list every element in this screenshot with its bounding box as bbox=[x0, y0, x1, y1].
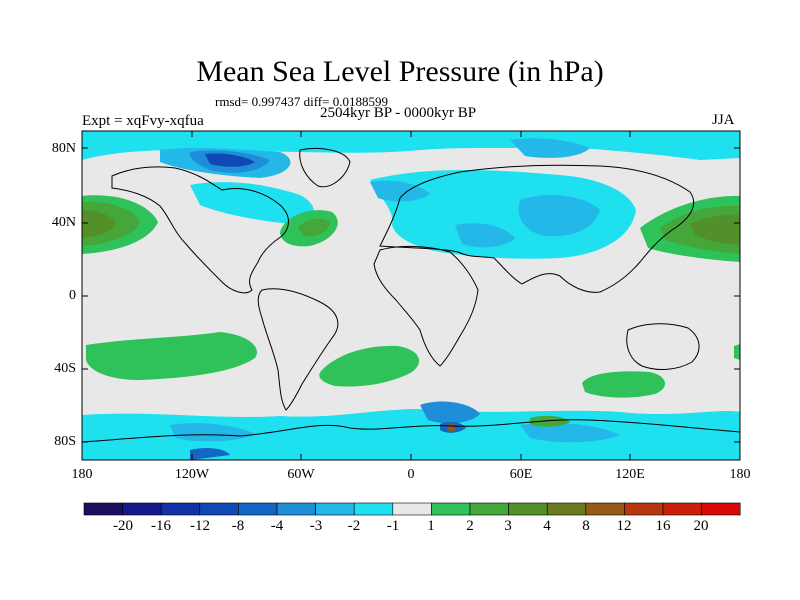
south-pacific-high bbox=[86, 332, 257, 380]
lon-label: 0 bbox=[407, 467, 415, 482]
lat-label: 80N bbox=[51, 141, 76, 156]
lat-label: 40N bbox=[51, 215, 76, 230]
north-america-coast bbox=[111, 166, 289, 294]
lon-label: 120E bbox=[615, 467, 645, 482]
antarctic-negative-core-d bbox=[190, 447, 230, 460]
antarctic-negative-core-a bbox=[170, 423, 255, 442]
colorbar-box bbox=[392, 502, 432, 516]
lon-label: 180 bbox=[71, 467, 93, 482]
colorbar-label: 4 bbox=[543, 518, 551, 534]
colorbar-box bbox=[160, 502, 201, 516]
north-pacific-high-east-core bbox=[690, 214, 740, 245]
eurasia-negative-core bbox=[518, 195, 600, 237]
colorbar-label: -3 bbox=[309, 518, 323, 534]
south-east-pacific-high bbox=[734, 344, 740, 360]
africa-coast bbox=[373, 245, 479, 367]
axis-ticks bbox=[81, 131, 741, 460]
colorbar-box bbox=[624, 502, 664, 516]
colorbar-label: 3 bbox=[504, 518, 512, 534]
south-america-coast bbox=[257, 288, 339, 411]
antarctic-positive-spot-b bbox=[446, 423, 456, 432]
colorbar-box bbox=[431, 502, 471, 516]
colorbar-box bbox=[353, 502, 394, 516]
colorbar-box bbox=[585, 502, 625, 516]
coastlines bbox=[82, 148, 740, 443]
colorbar-label: -16 bbox=[151, 518, 171, 534]
lon-label: 120W bbox=[174, 467, 210, 482]
map-field bbox=[82, 131, 740, 460]
colorbar-box bbox=[469, 502, 509, 516]
colorbar-label: 1 bbox=[427, 518, 435, 534]
lat-label: 0 bbox=[69, 288, 76, 303]
antarctic-negative-core-c bbox=[520, 423, 620, 443]
colorbar-box bbox=[662, 502, 702, 516]
colorbar-box bbox=[199, 502, 239, 516]
colorbar-box bbox=[276, 502, 316, 516]
colorbar-label: 12 bbox=[616, 518, 632, 534]
eurasia-coast bbox=[379, 164, 695, 293]
south-indian-high bbox=[582, 371, 666, 398]
greenland-low-core bbox=[205, 153, 255, 167]
colorbar-box bbox=[701, 502, 741, 516]
colorbar-label: -4 bbox=[270, 518, 284, 534]
lat-label: 80S bbox=[54, 434, 76, 449]
colorbar-box bbox=[315, 502, 355, 516]
colorbar-label: 20 bbox=[693, 518, 709, 534]
lon-label: 60W bbox=[287, 467, 315, 482]
colorbar-box bbox=[83, 502, 123, 516]
lat-label: 40S bbox=[54, 361, 76, 376]
antarctic-negative-band bbox=[82, 408, 740, 460]
colorbar-label: -12 bbox=[190, 518, 210, 534]
antarctica-coast bbox=[82, 419, 740, 443]
colorbar-label: -8 bbox=[231, 518, 245, 534]
colorbar-label: 8 bbox=[582, 518, 590, 534]
colorbar-box bbox=[238, 502, 278, 516]
colorbar-label: -1 bbox=[386, 518, 400, 534]
season-label: JJA bbox=[712, 112, 735, 128]
south-asia-negative bbox=[455, 223, 515, 248]
colorbar-box bbox=[508, 502, 548, 516]
south-atlantic-high bbox=[319, 345, 420, 387]
europe-negative-core bbox=[370, 180, 430, 202]
arctic-negative-region bbox=[82, 131, 740, 160]
colorbar-label: 2 bbox=[466, 518, 474, 534]
arctic-east-negative bbox=[510, 138, 590, 158]
experiment-label: Expt = xqFvy-xqfua bbox=[82, 113, 204, 129]
north-atlantic-high-core bbox=[298, 218, 330, 237]
antarctic-negative-core-b bbox=[420, 401, 480, 424]
colorbar-label: -2 bbox=[347, 518, 361, 534]
antarctic-positive-spot bbox=[530, 415, 570, 427]
north-pacific-high-west-core bbox=[82, 210, 116, 238]
colorbar-label: -20 bbox=[113, 518, 133, 534]
lon-label: 60E bbox=[509, 467, 533, 482]
colorbar-label: 16 bbox=[655, 518, 671, 534]
colorbar-box bbox=[122, 502, 162, 516]
greenland-coast bbox=[299, 148, 351, 188]
eurasia-negative-band bbox=[370, 170, 636, 259]
period-label: 2504kyr BP - 0000kyr BP bbox=[320, 105, 477, 121]
australia-coast bbox=[626, 323, 700, 370]
colorbar bbox=[83, 502, 741, 516]
north-atlantic-negative bbox=[190, 182, 314, 224]
chart-title: Mean Sea Level Pressure (in hPa) bbox=[196, 55, 604, 88]
lon-label: 180 bbox=[729, 467, 751, 482]
stats-label: rmsd= 0.997437 diff= 0.0188599 bbox=[215, 94, 388, 109]
colorbar-box bbox=[546, 502, 587, 516]
